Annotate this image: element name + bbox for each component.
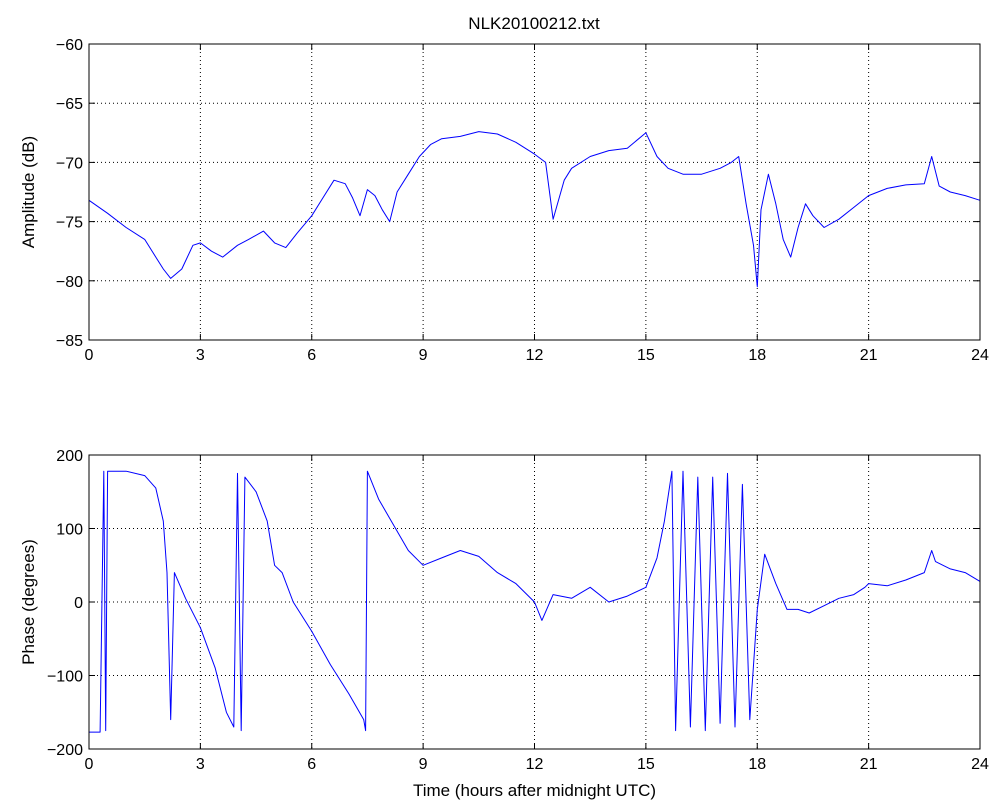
amplitude-ytick-label: −60: [56, 37, 83, 54]
amplitude-xtick-label: 21: [860, 347, 878, 364]
amplitude-ytick-label: −75: [56, 215, 83, 232]
phase-ytick-label: −200: [47, 742, 83, 759]
chart-title: NLK20100212.txt: [468, 14, 600, 33]
phase-ytick-label: 200: [56, 448, 83, 465]
amplitude-xtick-label: 24: [971, 347, 989, 364]
amplitude-xtick-label: 12: [526, 347, 544, 364]
amplitude-xtick-label: 0: [85, 347, 94, 364]
amplitude-ytick-label: −70: [56, 155, 83, 172]
amplitude-xtick-label: 9: [419, 347, 428, 364]
phase-ylabel: Phase (degrees): [19, 539, 38, 665]
phase-xtick-label: 0: [85, 756, 94, 773]
amplitude-ylabel: Amplitude (dB): [19, 136, 38, 248]
amplitude-xtick-label: 18: [748, 347, 766, 364]
amplitude-xtick-label: 6: [307, 347, 316, 364]
amplitude-ytick-label: −65: [56, 96, 83, 113]
phase-xtick-label: 24: [971, 756, 989, 773]
phase-plot: 0 3 6 9 12 15 18 21 24 −200 −100 0 100 200 Phase (degr…: [19, 448, 989, 800]
amplitude-plot: 0 3 6 9 12 15 18 21 24 −85 −80 −75 −70 −65 −60 Amplitud…: [19, 37, 989, 364]
phase-xtick-label: 21: [860, 756, 878, 773]
amplitude-series-line: [88, 131, 981, 288]
phase-xtick-label: 3: [196, 756, 205, 773]
phase-xlabel: Time (hours after midnight UTC): [413, 781, 656, 800]
amplitude-xtick-label: 15: [637, 347, 655, 364]
phase-xtick-label: 12: [526, 756, 544, 773]
phase-xtick-label: 6: [307, 756, 316, 773]
phase-ytick-label: 100: [56, 522, 83, 539]
amplitude-ytick-label: −85: [56, 333, 83, 350]
phase-xtick-label: 15: [637, 756, 655, 773]
phase-series-line: [89, 470, 981, 733]
amplitude-xtick-label: 3: [196, 347, 205, 364]
phase-xtick-label: 18: [748, 756, 766, 773]
amplitude-ytick-label: −80: [56, 274, 83, 291]
phase-ytick-label: 0: [74, 595, 83, 612]
phase-ytick-label: −100: [47, 669, 83, 686]
phase-xtick-label: 9: [419, 756, 428, 773]
